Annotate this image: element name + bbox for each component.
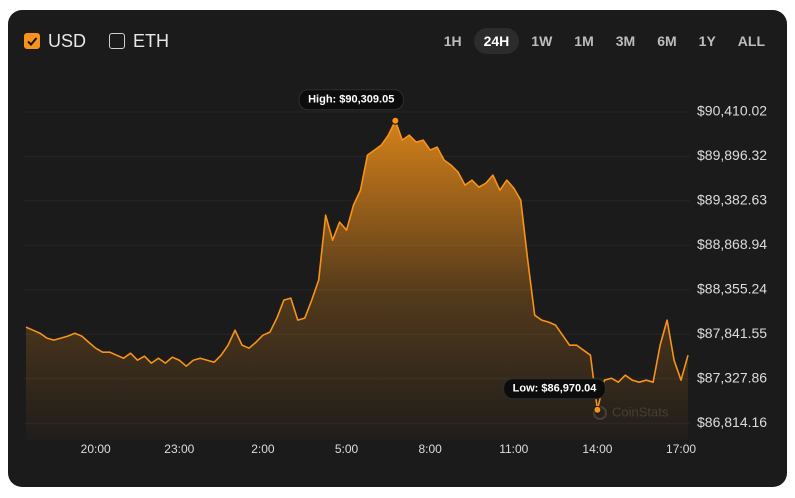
currency-label: USD bbox=[48, 30, 87, 51]
y-tick-label: $87,841.55 bbox=[697, 325, 767, 341]
y-tick-label: $89,896.32 bbox=[697, 147, 767, 163]
range-button[interactable]: 3M bbox=[615, 33, 636, 49]
y-tick-label: $89,382.63 bbox=[697, 192, 767, 208]
x-tick-label: 5:00 bbox=[335, 442, 359, 456]
x-tick-label: 2:00 bbox=[251, 442, 275, 456]
x-tick-label: 14:00 bbox=[582, 442, 612, 456]
toolbar: 1H 24H 1W 1M 3M 6M 1Y ALL USD ETH bbox=[0, 0, 795, 80]
range-button[interactable]: 1M bbox=[574, 33, 594, 49]
y-tick-label: $87,327.86 bbox=[697, 369, 767, 385]
currency-toggle[interactable]: USD bbox=[24, 28, 86, 54]
currency-toggle[interactable]: ETH bbox=[109, 28, 169, 54]
x-tick-label: 23:00 bbox=[164, 442, 194, 456]
y-tick-label: $88,868.94 bbox=[697, 236, 767, 252]
currency-label: ETH bbox=[133, 30, 169, 51]
y-tick-label: $86,814.16 bbox=[697, 414, 767, 430]
checkbox[interactable] bbox=[24, 33, 40, 49]
checkbox[interactable] bbox=[109, 33, 125, 49]
high-annotation-point bbox=[391, 116, 400, 125]
y-tick-label: $88,355.24 bbox=[697, 281, 767, 297]
check-mark bbox=[27, 37, 38, 46]
check-icon bbox=[27, 37, 38, 46]
y-tick-label: $90,410.02 bbox=[697, 103, 767, 119]
x-tick-label: 11:00 bbox=[499, 442, 528, 456]
high-annotation: High: $90,309.05 bbox=[298, 89, 404, 111]
range-selector: 1H 24H 1W 1M 3M 6M 1Y ALL bbox=[434, 28, 775, 54]
low-annotation-pill bbox=[503, 378, 606, 400]
low-annotation: Low: $86,970.04 bbox=[503, 378, 606, 400]
range-button[interactable]: ALL bbox=[737, 33, 765, 49]
low-annotation-point bbox=[593, 405, 602, 414]
low-annotation-label: Low: $86,970.04 bbox=[513, 383, 598, 395]
high-annotation-label: High: $90,309.05 bbox=[308, 94, 394, 106]
x-tick-label: 20:00 bbox=[81, 442, 111, 456]
price-line bbox=[25, 119, 689, 411]
high-annotation-pill bbox=[298, 89, 404, 111]
range-button[interactable]: 1H bbox=[443, 33, 462, 49]
range-button[interactable]: 1W bbox=[531, 33, 553, 49]
range-button[interactable]: 1Y bbox=[698, 33, 716, 49]
x-tick-label: 8:00 bbox=[418, 442, 442, 456]
area bbox=[26, 120, 688, 440]
range-button[interactable]: 6M bbox=[657, 33, 677, 49]
range-button[interactable]: 24H bbox=[473, 28, 520, 54]
x-tick-label: 17:00 bbox=[666, 442, 696, 456]
